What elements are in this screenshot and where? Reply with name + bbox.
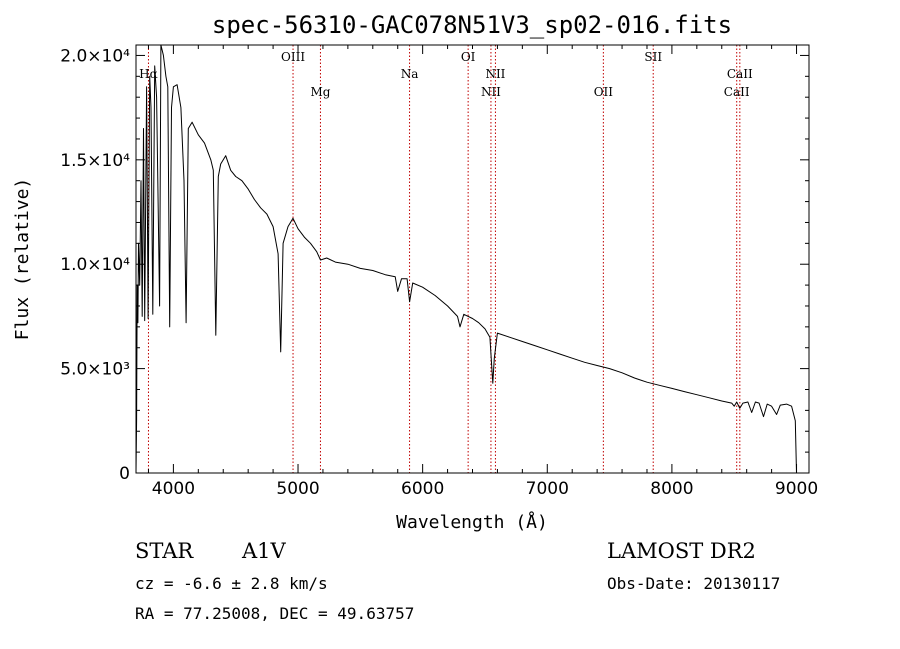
plot-frame: [135, 44, 810, 474]
object-type: STAR: [135, 539, 194, 563]
x-tick-label-3: 7000: [526, 479, 569, 499]
y-tick-label-2: 1.0×10⁴: [60, 255, 130, 275]
survey-name: LAMOST DR2: [607, 539, 756, 563]
y-tick-label-3: 1.5×10⁴: [60, 151, 130, 171]
coordinates: RA = 77.25008, DEC = 49.63757: [135, 604, 414, 623]
spectrum-line-0: [135, 44, 797, 474]
y-tick-label-1: 5.0×10³: [60, 360, 130, 380]
spectral-line-label-5: NII: [481, 85, 501, 99]
y-tick-label-4: 2.0×10⁴: [60, 46, 130, 66]
y-tick-label-0: 0: [119, 464, 130, 484]
spectral-line-markers: Hα OIII Mg Na OI NII NII OII SII CaII CaII: [139, 45, 753, 473]
x-tick-label-5: 9000: [775, 479, 818, 499]
spectral-line-label-7: OII: [594, 85, 614, 99]
spectral-line-label-2: Mg: [310, 85, 330, 99]
y-axis-label: Flux (relative): [12, 178, 33, 341]
spectral-line-label-6: NII: [485, 67, 505, 81]
spectral-line-label-0: Hα: [139, 67, 158, 81]
x-tick-label-2: 6000: [401, 479, 444, 499]
x-tick-label-0: 4000: [152, 479, 195, 499]
subclass: A1V: [241, 539, 287, 563]
spectral-line-label-10: CaII: [727, 67, 753, 81]
x-tick-label-4: 8000: [650, 479, 693, 499]
spectral-line-label-9: CaII: [724, 85, 750, 99]
redshift-cz: cz = -6.6 ± 2.8 km/s: [135, 574, 328, 593]
x-axis-label: Wavelength (Å): [396, 511, 548, 533]
spectrum-series: [135, 44, 797, 474]
spectral-line-label-8: SII: [644, 50, 662, 64]
spectral-line-label-3: Na: [401, 67, 419, 81]
x-tick-label-1: 5000: [276, 479, 319, 499]
axis-ticks: 4000 5000 6000 7000 8000 9000 0 5.0×10³ 1.0×10⁴ 1…: [60, 45, 818, 499]
spectral-line-label-4: OI: [461, 50, 476, 64]
spectral-line-label-1: OIII: [281, 50, 305, 64]
obs-date: Obs-Date: 20130117: [607, 574, 780, 593]
chart-title: spec-56310-GAC078N51V3_sp02-016.fits: [212, 11, 732, 39]
